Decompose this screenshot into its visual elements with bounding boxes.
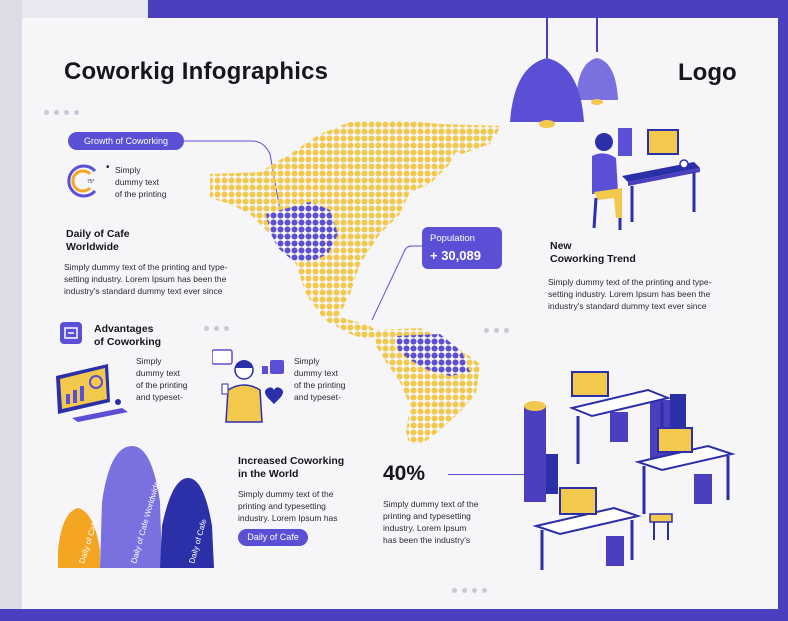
daily-cafe-button[interactable]: Daily of Cafe xyxy=(238,529,308,546)
peak-2 xyxy=(100,446,162,568)
hex-map-icon xyxy=(210,120,500,444)
cafe-body: Simply dummy text of the printing and ty… xyxy=(64,262,228,296)
dots-decoration xyxy=(452,580,492,598)
peak-1 xyxy=(58,508,100,568)
frame-bottom xyxy=(0,609,788,621)
dots-decoration xyxy=(484,320,514,338)
population-badge: Population + 30,089 xyxy=(422,227,502,269)
advantages-heading: Advantages of Coworking xyxy=(94,323,162,348)
office-desks-icon xyxy=(524,371,736,570)
lamp-icon xyxy=(510,18,618,128)
advantages-left-text: Simply dummy text of the printing and ty… xyxy=(136,356,188,402)
advantages-right-text: Simply dummy text of the printing and ty… xyxy=(294,356,346,402)
logo: Logo xyxy=(678,59,737,86)
frame-right xyxy=(778,0,788,621)
page-title: Coworkig Infographics xyxy=(64,58,329,85)
growth-text: Simply dummy text of the printing xyxy=(115,165,167,199)
gauge-value: 75° xyxy=(87,179,95,185)
connector-line xyxy=(371,245,429,321)
peak-3 xyxy=(160,478,214,568)
dots-decoration xyxy=(204,318,234,336)
growth-pill: Growth of Coworking xyxy=(68,132,184,150)
infographic-card: Coworkig Infographics Logo Growth of Cow… xyxy=(22,18,778,609)
advantages-icon xyxy=(60,322,82,344)
trend-body: Simply dummy text of the printing and ty… xyxy=(548,277,712,311)
trend-heading: New Coworking Trend xyxy=(550,240,636,265)
monitor-chart-icon xyxy=(56,364,128,422)
person-thumbs-icon xyxy=(212,349,284,423)
dots-decoration xyxy=(44,102,84,120)
connector-line xyxy=(184,140,281,211)
bullet-dot: • xyxy=(106,162,110,173)
increased-body: Simply dummy text of the printing and ty… xyxy=(238,489,338,523)
population-value: + 30,089 xyxy=(430,248,481,263)
stat-line xyxy=(448,474,524,475)
population-label: Population xyxy=(430,233,475,244)
peaks-chart: Daily of Cafe Daily of Cafe Worldwide Da… xyxy=(58,446,214,568)
stat-value: 40% xyxy=(383,462,426,485)
gauge-icon: 75° xyxy=(67,164,97,198)
increased-heading: Increased Coworking in the World xyxy=(238,455,345,480)
desk-worker-icon xyxy=(592,128,700,230)
frame-left xyxy=(0,0,22,621)
cafe-heading: Daily of Cafe Worldwide xyxy=(66,228,130,253)
frame-top xyxy=(148,0,788,18)
stat-body: Simply dummy text of the printing and ty… xyxy=(383,499,479,545)
